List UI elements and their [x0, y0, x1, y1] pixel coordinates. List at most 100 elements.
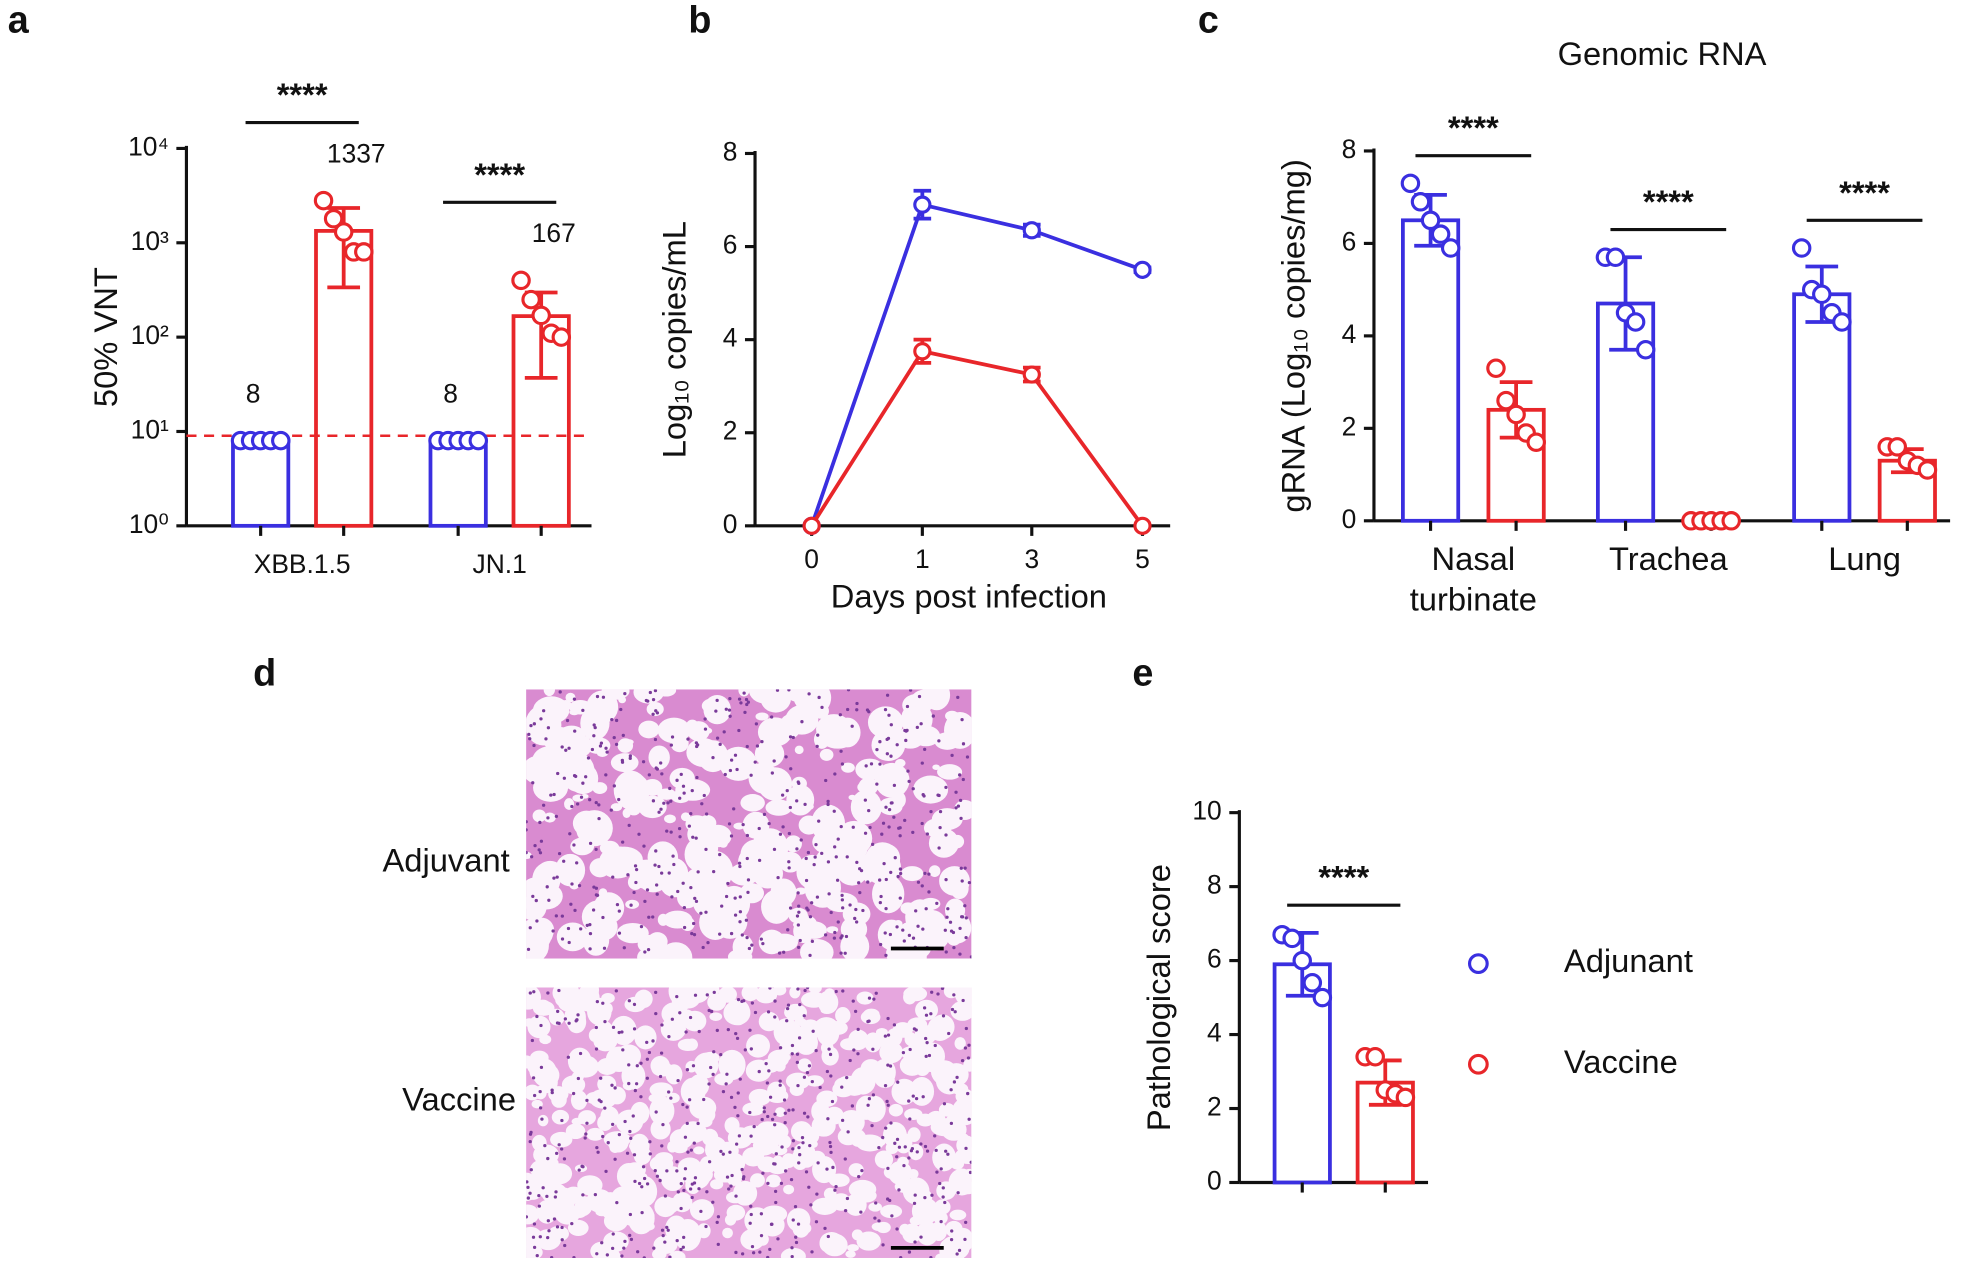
nucleus — [751, 1251, 756, 1255]
nucleus — [575, 1018, 579, 1022]
alveolus — [570, 1090, 588, 1110]
nucleus — [667, 1090, 671, 1094]
nucleus — [526, 820, 528, 824]
alveolus — [932, 1143, 956, 1172]
data-point — [323, 208, 344, 229]
data-point — [1917, 460, 1938, 480]
alveolus — [581, 987, 600, 1001]
alveolus — [799, 1158, 814, 1168]
nucleus — [562, 1157, 567, 1161]
nucleus — [943, 1200, 947, 1205]
nucleus — [663, 1240, 667, 1244]
nucleus — [709, 1009, 714, 1014]
nucleus — [915, 1150, 919, 1154]
nucleus — [796, 1083, 800, 1088]
nucleus — [828, 1052, 833, 1057]
nucleus — [818, 1085, 822, 1090]
nucleus — [627, 999, 631, 1003]
nucleus — [729, 758, 734, 762]
nucleus — [705, 1190, 709, 1194]
nucleus — [572, 1255, 576, 1258]
nucleus — [836, 837, 840, 841]
nucleus — [786, 928, 790, 932]
alveolus — [913, 775, 949, 804]
nucleus — [828, 1140, 832, 1145]
nucleus — [869, 762, 874, 766]
nucleus — [574, 774, 578, 779]
alveolus — [797, 1058, 812, 1072]
nucleus — [742, 691, 746, 695]
nucleus — [528, 1191, 532, 1195]
bar — [428, 438, 488, 528]
nucleus — [529, 1168, 533, 1172]
nucleus — [621, 840, 625, 844]
nucleus — [903, 728, 907, 733]
data-point — [1430, 224, 1451, 244]
nucleus — [801, 1141, 805, 1145]
nucleus — [966, 1091, 970, 1096]
nucleus — [588, 923, 592, 927]
x-tick-label: 0 — [804, 544, 819, 574]
nucleus — [531, 1076, 536, 1080]
alveolus — [702, 894, 722, 916]
nucleus — [768, 987, 772, 990]
nucleus — [715, 1028, 719, 1033]
alveolus — [902, 1177, 930, 1205]
nucleus — [628, 1129, 632, 1134]
alveolus — [954, 987, 972, 1007]
nucleus — [916, 924, 920, 928]
nucleus — [839, 749, 843, 753]
nucleus — [895, 925, 899, 929]
nucleus — [805, 1071, 810, 1075]
nucleus — [960, 718, 964, 722]
nucleus — [693, 1176, 698, 1180]
alveolus — [704, 706, 715, 715]
significance-label: **** — [474, 156, 525, 193]
nucleus — [761, 941, 765, 946]
nucleus — [588, 841, 593, 846]
y-tick-label: 2 — [1342, 411, 1357, 441]
y-tick-label: 8 — [1207, 870, 1222, 900]
nucleus — [902, 1163, 906, 1168]
nucleus — [826, 1234, 830, 1239]
nucleus — [728, 768, 733, 773]
nucleus — [867, 996, 872, 1000]
nucleus — [585, 1098, 589, 1102]
nucleus — [532, 743, 536, 748]
nucleus — [614, 742, 619, 747]
nucleus — [878, 762, 882, 766]
nucleus — [758, 1250, 762, 1254]
alveolus — [597, 1075, 617, 1093]
nucleus — [964, 1026, 968, 1031]
nucleus — [581, 1165, 585, 1169]
nucleus — [651, 1039, 655, 1043]
nucleus — [626, 873, 630, 877]
nucleus — [531, 781, 535, 785]
nucleus — [530, 1038, 535, 1043]
nucleus — [652, 1246, 656, 1250]
nucleus — [944, 785, 948, 790]
alveolus — [743, 987, 756, 997]
alveolus — [929, 865, 941, 877]
nucleus — [604, 746, 608, 750]
alveolus — [802, 921, 827, 939]
histology-image — [526, 987, 972, 1258]
alveolus — [849, 1129, 867, 1146]
nucleus — [545, 885, 549, 889]
alveolus — [891, 1078, 918, 1105]
nucleus — [603, 1020, 607, 1024]
nucleus — [946, 1152, 950, 1156]
nucleus — [676, 1190, 680, 1194]
nucleus — [692, 1141, 696, 1145]
nucleus — [740, 933, 744, 937]
nucleus — [623, 691, 627, 696]
alveolus — [740, 794, 765, 812]
nucleus — [893, 1141, 897, 1145]
alveolus — [555, 853, 586, 887]
nucleus — [700, 802, 704, 806]
nucleus — [765, 1081, 770, 1085]
nucleus — [575, 802, 580, 806]
x-tick-label-line: XBB.1.5 — [254, 549, 351, 579]
nucleus — [773, 1123, 777, 1127]
nucleus — [897, 1188, 901, 1192]
